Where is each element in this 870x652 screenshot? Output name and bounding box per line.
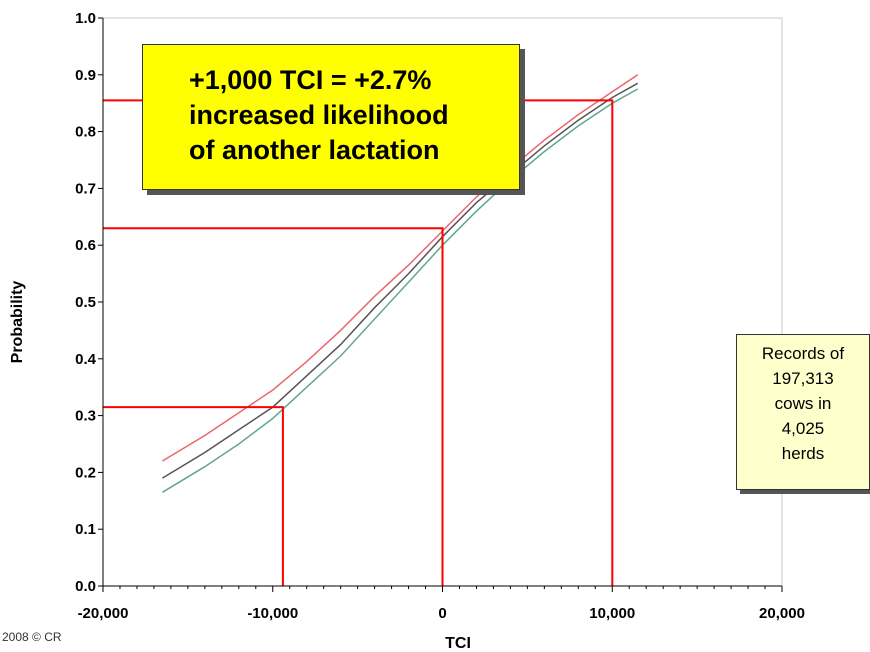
y-tick-label: 1.0 (75, 10, 96, 27)
callout-line-3: of another lactation (189, 135, 440, 165)
y-tick-label: 0.9 (75, 67, 96, 84)
records-line-5: herds (781, 444, 825, 463)
records-line-4: 4,025 (781, 419, 825, 438)
records-note-box: Records of 197,313 cows in 4,025 herds (736, 334, 870, 490)
x-axis-title: TCI (445, 635, 471, 652)
series-line-1 (162, 74, 639, 462)
y-tick-label: 0.6 (75, 237, 96, 254)
callout-line-2: increased likelihood (189, 100, 449, 130)
x-tick-label: 10,000 (589, 605, 635, 622)
y-tick-label: 0.3 (75, 408, 96, 425)
records-line-3: cows in (774, 394, 832, 413)
copyright-text: 2008 © CR (2, 630, 62, 644)
records-line-2: 197,313 (772, 369, 834, 388)
y-tick-label: 0.1 (75, 521, 96, 538)
reference-line-2 (103, 227, 444, 586)
tci-callout-box: +1,000 TCI = +2.7% increased likelihood … (142, 44, 520, 190)
y-tick-label: 0.2 (75, 464, 96, 481)
y-ticks: 0.0 0.1 0.2 0.3 0.4 0.5 0.6 0.7 0.8 0.9 1.0 (75, 10, 103, 595)
x-tick-label: -10,000 (247, 605, 298, 622)
records-line-1: Records of (761, 344, 845, 363)
x-ticks: -20,000 -10,000 0 10,000 20,000 (78, 586, 805, 622)
y-axis-title: Probability (9, 281, 26, 364)
y-tick-label: 0.0 (75, 578, 96, 595)
callout-line-1: +1,000 TCI = +2.7% (189, 65, 432, 95)
y-tick-label: 0.5 (75, 294, 96, 311)
x-tick-label: -20,000 (78, 605, 129, 622)
series-layer (162, 74, 639, 493)
x-tick-label: 20,000 (759, 605, 805, 622)
x-tick-label: 0 (438, 605, 446, 622)
y-tick-label: 0.7 (75, 180, 96, 197)
y-tick-label: 0.4 (75, 351, 97, 368)
series-line-2 (162, 82, 639, 479)
series-line-3 (162, 88, 639, 493)
y-tick-label: 0.8 (75, 124, 96, 141)
reference-line-1 (103, 406, 284, 586)
